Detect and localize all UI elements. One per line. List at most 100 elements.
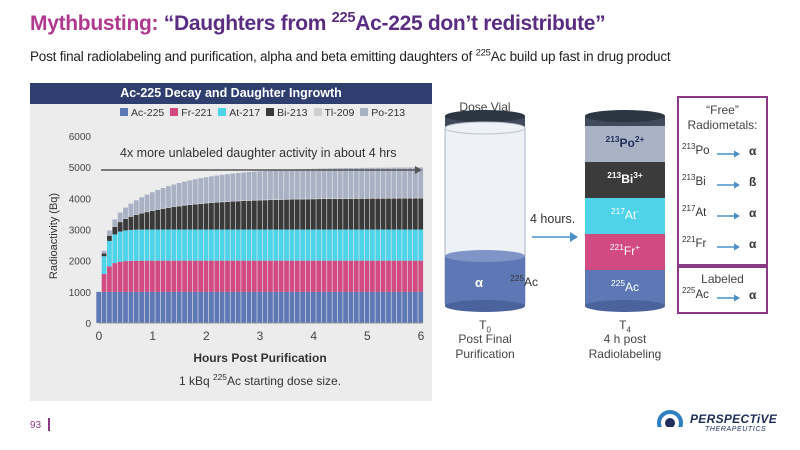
bar-bi-213-11 [155, 209, 161, 230]
free-row-emission: α [749, 237, 757, 251]
bar-fr-221-4 [117, 261, 123, 292]
vial-segment-at [585, 198, 665, 235]
bar-fr-221-42 [321, 260, 327, 292]
bar-tl-209-18 [192, 203, 198, 205]
bar-tl-209-42 [321, 198, 327, 200]
t4-caption: 4 h post Radiolabeling [588, 332, 662, 361]
bar-tl-209-30 [257, 199, 263, 201]
arrow-right-icon [717, 212, 740, 220]
chart-title: Ac-225 Decay and Daughter Ingrowth [30, 83, 432, 104]
bar-ac-225-32 [268, 291, 273, 323]
bar-po-213-21 [209, 176, 214, 203]
bar-po-213-53 [380, 167, 386, 198]
bar-bi-213-43 [327, 198, 332, 230]
bar-ac-225-10 [149, 291, 155, 323]
bar-at-217-3 [112, 234, 118, 264]
bar-fr-221-51 [370, 260, 375, 292]
bar-po-213-36 [289, 169, 295, 199]
bar-fr-221-21 [209, 260, 214, 292]
bar-fr-221-54 [386, 260, 391, 292]
bar-bi-213-17 [187, 204, 193, 230]
bar-po-213-34 [278, 169, 284, 200]
bar-fr-221-12 [160, 260, 166, 292]
bar-bi-213-32 [268, 200, 273, 230]
bar-tl-209-21 [209, 202, 214, 203]
legend-label: At-217 [229, 107, 261, 119]
bar-bi-213-47 [348, 198, 354, 230]
bar-bi-213-54 [386, 198, 391, 230]
chart-footnote: 1 kBq 225Ac starting dose size. [178, 372, 342, 388]
bar-tl-209-33 [273, 199, 279, 200]
bar-bi-213-41 [316, 199, 322, 230]
bar-bi-213-35 [284, 199, 289, 230]
legend-label: Po-213 [371, 107, 406, 119]
bar-bi-213-45 [337, 198, 343, 230]
bar-tl-209-39 [305, 198, 311, 200]
bar-po-213-2 [107, 230, 112, 236]
legend-swatch [360, 108, 369, 116]
bar-tl-209-45 [337, 198, 343, 199]
bar-po-213-11 [155, 190, 161, 210]
daughter-vial-cap-top [585, 110, 665, 122]
bar-at-217-31 [262, 229, 268, 261]
bar-at-217-24 [225, 229, 230, 261]
bar-po-213-10 [149, 192, 155, 211]
legend-item-tl-209: Tl-209 [313, 107, 354, 119]
free-row-po: 213Po α [679, 143, 766, 163]
bar-fr-221-49 [359, 260, 365, 292]
bar-po-213-32 [268, 170, 273, 200]
bar-fr-221-43 [327, 260, 332, 292]
bar-tl-209-37 [294, 198, 300, 200]
bar-fr-221-37 [294, 260, 300, 292]
bar-po-213-49 [359, 167, 365, 199]
bar-at-217-22 [214, 229, 220, 261]
vial-segment-label-bi: 213Bi3+ [607, 170, 643, 186]
bar-bi-213-36 [289, 199, 295, 230]
bar-ac-225-34 [278, 291, 284, 323]
bar-fr-221-50 [364, 260, 370, 292]
bar-po-213-25 [230, 173, 236, 201]
bar-ac-225-8 [139, 291, 145, 323]
bar-bi-213-51 [370, 198, 375, 230]
bar-at-217-32 [268, 229, 273, 261]
bar-at-217-40 [310, 229, 316, 261]
legend-swatch [313, 108, 322, 116]
daughter-vial-bottom [585, 300, 665, 312]
vial-segment-po [585, 126, 665, 163]
bar-bi-213-60 [418, 198, 424, 230]
bar-tl-209-57 [402, 197, 407, 199]
t0-caption: Post Final Purification [455, 332, 515, 361]
bar-at-217-59 [412, 229, 418, 261]
bar-fr-221-22 [214, 260, 220, 292]
bar-bi-213-44 [332, 198, 338, 230]
bar-po-213-57 [402, 167, 407, 198]
bar-bi-213-31 [262, 200, 268, 230]
bar-bi-213-2 [107, 235, 112, 241]
bar-po-213-3 [112, 219, 118, 227]
bar-bi-213-33 [273, 199, 279, 230]
arrow-right-icon [717, 181, 740, 189]
bar-fr-221-9 [144, 260, 150, 292]
legend-label: Bi-213 [277, 107, 308, 119]
bar-ac-225-7 [133, 291, 139, 323]
bar-tl-209-55 [391, 197, 397, 199]
bar-at-217-27 [241, 229, 246, 261]
bar-ac-225-53 [380, 291, 386, 323]
bar-bi-213-19 [198, 203, 204, 230]
bar-at-217-25 [230, 229, 236, 261]
bar-ac-225-50 [364, 291, 370, 323]
vial-segment-label-fr: 221Fr+ [609, 242, 641, 258]
bar-ac-225-9 [144, 291, 150, 323]
bar-ac-225-27 [241, 291, 246, 323]
bar-ac-225-46 [343, 291, 348, 323]
vial-segment-fr [585, 234, 665, 271]
bar-fr-221-27 [241, 260, 246, 292]
t4-label: T4 [619, 318, 631, 335]
daughter-vial-labels: 213Po2+ 213Bi3+ 217At- 221Fr+ 225Ac [575, 110, 675, 325]
bar-bi-213-16 [182, 205, 187, 230]
bar-bi-213-24 [225, 201, 230, 230]
legend-swatch [218, 108, 227, 116]
bar-po-213-37 [294, 169, 300, 199]
legend-label: Fr-221 [181, 107, 213, 119]
legend-item-bi-213: Bi-213 [266, 107, 308, 119]
